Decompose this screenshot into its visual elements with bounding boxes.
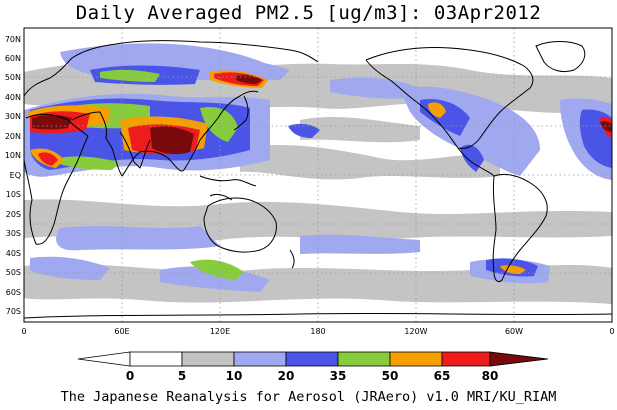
colorbar-tick-label: 0 xyxy=(126,369,134,383)
lon-label: 120E xyxy=(210,327,230,336)
colorbar-segment-8 xyxy=(489,351,549,367)
longitude-axis: 0 60E 120E 180 120W 60W 0 xyxy=(21,327,614,336)
colorbar-segment-3 xyxy=(233,351,287,367)
lat-label: 20N xyxy=(5,132,21,141)
lat-label: 40N xyxy=(5,93,21,102)
lat-label: 60S xyxy=(6,288,21,297)
map-frame xyxy=(23,27,613,323)
lat-label: 50S xyxy=(6,268,21,277)
lat-label: 40S xyxy=(6,249,21,258)
colorbar-segment-7 xyxy=(441,351,491,367)
footer-credit: The Japanese Reanalysis for Aerosol (JRA… xyxy=(60,389,557,405)
lat-label: 30S xyxy=(6,229,21,238)
latitude-axis: 70N 60N 50N 40N 30N 20N 10N EQ 10S 20S 3… xyxy=(5,35,21,316)
colorbar-tick-label: 20 xyxy=(278,369,295,383)
colorbar: 0 5 10 20 35 50 65 80 xyxy=(77,351,549,383)
colorbar-segment-5 xyxy=(337,351,391,367)
colorbar-tick-label: 50 xyxy=(382,369,399,383)
coastlines xyxy=(24,40,612,319)
lat-label: 60N xyxy=(5,54,21,63)
lon-label: 60W xyxy=(505,327,523,336)
lat-label: 70S xyxy=(6,307,21,316)
colorbar-segment-1 xyxy=(129,351,183,367)
lat-label: 10S xyxy=(6,190,21,199)
lat-label: 30N xyxy=(5,112,21,121)
lon-label: 120W xyxy=(404,327,427,336)
colorbar-tick-label: 35 xyxy=(330,369,347,383)
colorbar-segment-4 xyxy=(285,351,339,367)
colorbar-tick-label: 80 xyxy=(482,369,499,383)
lat-label: 50N xyxy=(5,73,21,82)
lat-label: 20S xyxy=(6,210,21,219)
lon-label: 60E xyxy=(114,327,129,336)
colorbar-segment-2 xyxy=(181,351,235,367)
map-title: Daily Averaged PM2.5 [ug/m3]: 03Apr2012 xyxy=(75,2,542,24)
lon-label: 180 xyxy=(310,327,325,336)
lon-label: 0 xyxy=(609,327,614,336)
map-area xyxy=(24,28,612,322)
lat-label: EQ xyxy=(10,171,21,180)
colorbar-segment-0 xyxy=(77,351,131,367)
lon-label: 0 xyxy=(21,327,26,336)
pm25-field xyxy=(24,43,612,304)
lat-label: 10N xyxy=(5,151,21,160)
colorbar-tick-label: 65 xyxy=(434,369,451,383)
colorbar-segment-6 xyxy=(389,351,443,367)
colorbar-tick-label: 10 xyxy=(226,369,243,383)
colorbar-tick-label: 5 xyxy=(178,369,186,383)
lat-label: 70N xyxy=(5,35,21,44)
graticule xyxy=(24,28,612,322)
